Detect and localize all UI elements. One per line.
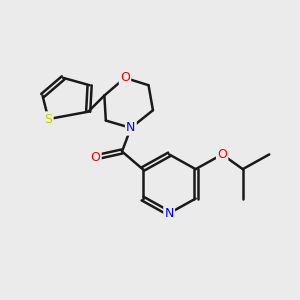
Text: N: N: [126, 122, 136, 134]
Text: O: O: [217, 148, 227, 161]
Text: O: O: [120, 71, 130, 84]
Text: N: N: [164, 207, 174, 220]
Text: O: O: [91, 151, 100, 164]
Text: S: S: [44, 112, 52, 126]
